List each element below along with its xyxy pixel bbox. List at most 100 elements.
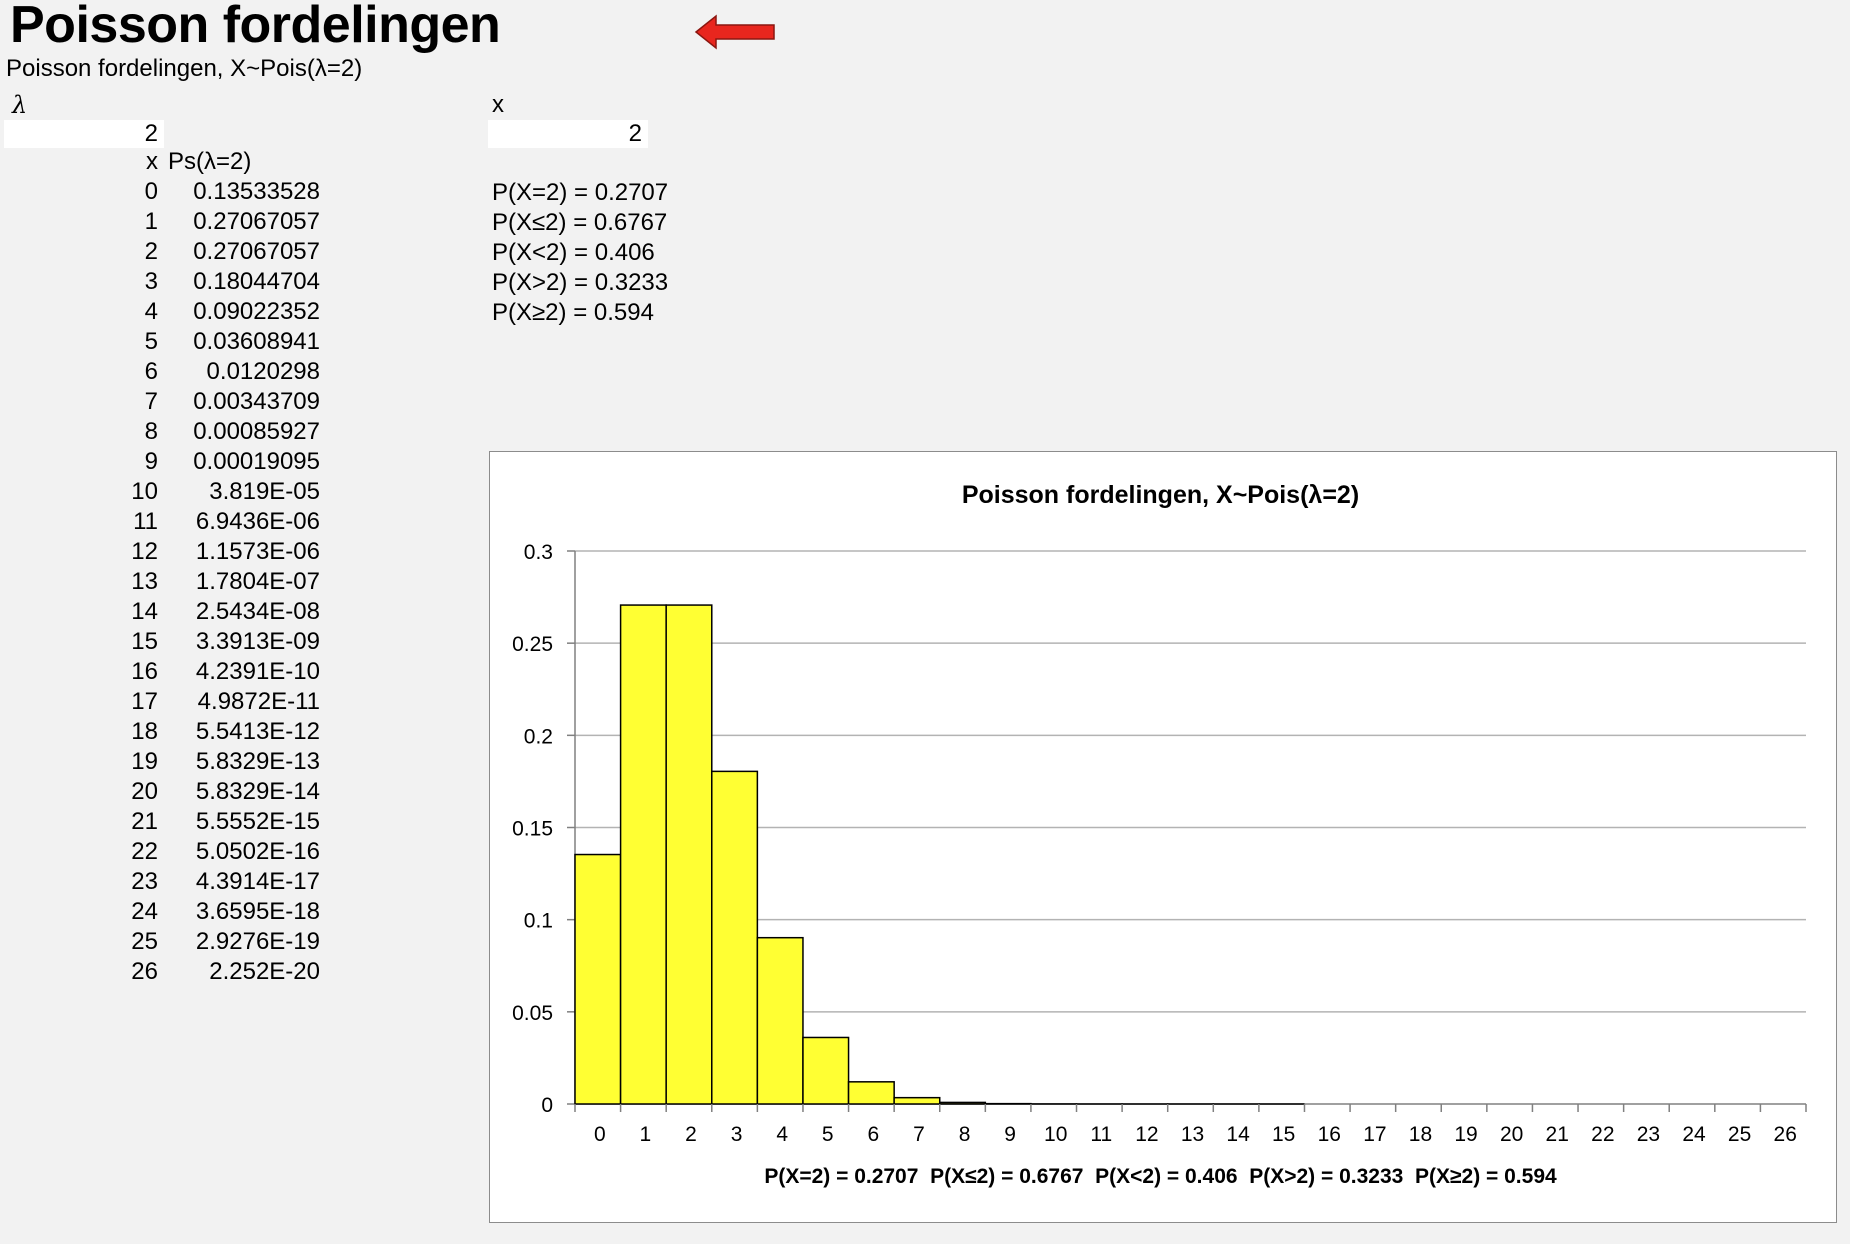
table-cell-p: 3.819E-05 <box>209 478 320 505</box>
table-cell-p: 0.00085927 <box>193 418 320 445</box>
table-cell-p: 5.8329E-14 <box>195 778 320 805</box>
table-cell-p: 3.6595E-18 <box>195 898 320 925</box>
table-cell-p: 0.18044704 <box>193 268 320 295</box>
table-cell-x: 11 <box>133 508 158 535</box>
bar <box>619 604 667 1105</box>
table-cell-x: 20 <box>131 778 158 805</box>
bar <box>574 853 622 1105</box>
left-arrow-icon <box>694 14 775 50</box>
prob-greater-equal: P(X≥2) = 0.594 <box>492 299 654 326</box>
x-tick-label: 23 <box>1637 1123 1660 1146</box>
x-tick-label: 18 <box>1409 1123 1432 1146</box>
table-cell-x: 18 <box>131 718 158 745</box>
table-cell-x: 15 <box>131 628 158 655</box>
x-tick-label: 0 <box>594 1123 606 1146</box>
table-cell-x: 5 <box>144 328 158 355</box>
table-cell-x: 17 <box>131 688 158 715</box>
table-cell-p: 0.0120298 <box>206 358 320 385</box>
table-cell-p: 0.13533528 <box>193 178 320 205</box>
x-tick-label: 17 <box>1363 1123 1386 1146</box>
table-cell-p: 1.7804E-07 <box>195 568 320 595</box>
table-cell-x: 19 <box>131 748 158 775</box>
y-tick-label: 0.2 <box>524 725 553 748</box>
x-tick-label: 26 <box>1774 1123 1797 1146</box>
bar <box>938 1101 987 1105</box>
x-tick-label: 12 <box>1135 1123 1158 1146</box>
x-tick-label: 25 <box>1728 1123 1751 1146</box>
table-cell-p: 4.9872E-11 <box>197 688 320 715</box>
table-cell-x: 9 <box>144 448 158 475</box>
x-label: x <box>492 91 504 118</box>
x-tick-label: 14 <box>1226 1123 1250 1146</box>
x-tick-label: 24 <box>1682 1123 1706 1146</box>
table-cell-p: 2.9276E-19 <box>195 928 320 955</box>
table-header-p: Ps(λ=2) <box>168 148 252 175</box>
x-tick-label: 16 <box>1318 1123 1341 1146</box>
table-cell-x: 21 <box>131 808 158 835</box>
prob-equal: P(X=2) = 0.2707 <box>492 179 669 206</box>
table-cell-p: 4.3914E-17 <box>195 868 320 895</box>
table-cell-x: 13 <box>131 568 158 595</box>
lambda-input[interactable] <box>4 120 164 148</box>
y-tick-label: 0.05 <box>512 1002 553 1025</box>
x-tick-label: 2 <box>685 1123 697 1146</box>
table-cell-p: 5.5552E-15 <box>195 808 320 835</box>
x-tick-label: 20 <box>1500 1123 1523 1146</box>
poisson-bar-chart: Poisson fordelingen, X~Pois(λ=2) 0 0.05 0.1… <box>512 481 1807 1188</box>
table-cell-p: 4.2391E-10 <box>195 658 320 685</box>
y-tick-label: 0 <box>541 1094 553 1117</box>
x-tick-label: 19 <box>1454 1123 1477 1146</box>
table-cell-p: 0.27067057 <box>193 208 320 235</box>
table-cell-p: 0.09022352 <box>193 298 320 325</box>
x-axis-label: P(X=2) = 0.2707 P(X≤2) = 0.6767 P(X<2) =… <box>764 1165 1557 1188</box>
page-subtitle: Poisson fordelingen, X~Pois(λ=2) <box>6 55 363 82</box>
x-input[interactable] <box>488 120 648 148</box>
y-tick-label: 0.15 <box>512 818 553 841</box>
table-cell-p: 0.03608941 <box>193 328 320 355</box>
bar <box>893 1096 941 1105</box>
table-cell-x: 8 <box>144 418 158 445</box>
chart-title: Poisson fordelingen, X~Pois(λ=2) <box>962 481 1359 509</box>
table-cell-x: 24 <box>131 898 158 925</box>
chart-area[interactable]: Poisson fordelingen, X~Pois(λ=2) 0 0.05 0.1… <box>489 451 1837 1223</box>
table-cell-x: 7 <box>144 388 158 415</box>
x-tick-label: 5 <box>822 1123 834 1146</box>
y-tick-label: 0.3 <box>524 541 553 564</box>
x-tick-label: 11 <box>1090 1123 1112 1146</box>
x-tick-label: 21 <box>1546 1123 1569 1146</box>
prob-less-equal: P(X≤2) = 0.6767 <box>492 209 668 236</box>
table-cell-p: 0.00343709 <box>193 388 320 415</box>
x-tick-label: 7 <box>913 1123 925 1146</box>
page-title: Poisson fordelingen <box>10 0 501 54</box>
y-tick-label: 0.25 <box>512 633 553 656</box>
x-tick-label: 8 <box>959 1123 971 1146</box>
y-tick-label: 0.1 <box>524 910 553 933</box>
table-cell-x: 25 <box>131 928 158 955</box>
table-cell-x: 26 <box>131 958 158 985</box>
bar <box>711 770 759 1105</box>
table-cell-p: 3.3913E-09 <box>195 628 320 655</box>
table-cell-x: 4 <box>144 298 158 325</box>
bar <box>802 1036 850 1105</box>
table-cell-x: 6 <box>144 358 158 385</box>
x-tick-label: 4 <box>776 1123 788 1146</box>
table-cell-x: 14 <box>131 598 158 625</box>
x-tick-label: 22 <box>1591 1123 1614 1146</box>
bar <box>847 1081 895 1105</box>
table-cell-p: 5.8329E-13 <box>195 748 320 775</box>
x-tick-label: 15 <box>1272 1123 1295 1146</box>
prob-less: P(X<2) = 0.406 <box>492 239 655 266</box>
table-cell-x: 2 <box>144 238 158 265</box>
table-cell-p: 0.00019095 <box>193 448 320 475</box>
x-tick-label: 6 <box>868 1123 880 1146</box>
bar <box>756 936 804 1105</box>
table-header-x: x <box>146 148 158 175</box>
table-cell-x: 16 <box>131 658 158 685</box>
table-cell-x: 12 <box>131 538 158 565</box>
table-cell-p: 2.5434E-08 <box>195 598 320 625</box>
table-cell-p: 5.0502E-16 <box>195 838 320 865</box>
table-cell-x: 1 <box>144 208 158 235</box>
x-tick-label: 9 <box>1004 1123 1016 1146</box>
table-cell-x: 22 <box>131 838 158 865</box>
table-cell-x: 0 <box>144 178 158 205</box>
